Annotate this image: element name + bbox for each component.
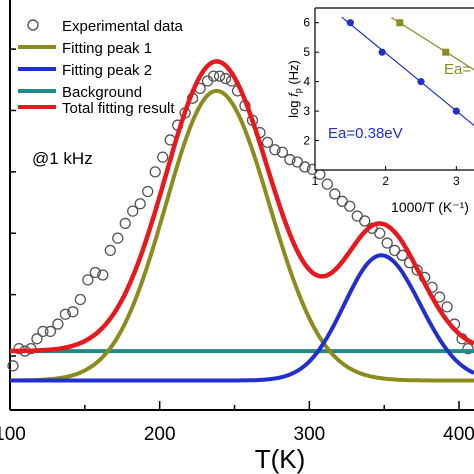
legend-marker-experimental bbox=[27, 19, 39, 31]
data-point-experimental bbox=[67, 306, 79, 318]
inset-data-point-olive bbox=[442, 48, 450, 56]
data-point-experimental bbox=[389, 244, 401, 257]
data-point-experimental bbox=[127, 205, 139, 217]
inset-y-tick-label: 4 bbox=[303, 75, 310, 89]
inset-data-point-blue bbox=[378, 48, 386, 56]
data-point-experimental bbox=[213, 70, 226, 82]
data-point-experimental bbox=[89, 266, 101, 279]
data-point-experimental bbox=[359, 215, 371, 227]
data-point-experimental bbox=[329, 188, 341, 200]
data-point-experimental bbox=[284, 153, 296, 166]
data-point-experimental bbox=[374, 227, 386, 239]
data-point-experimental bbox=[112, 232, 124, 244]
data-point-experimental bbox=[52, 318, 64, 330]
data-point-experimental bbox=[104, 244, 116, 257]
inset-x-tick-label: 1 bbox=[312, 174, 319, 188]
legend-label-total: Total fitting result bbox=[62, 100, 175, 117]
legend-label-background: Background bbox=[62, 84, 142, 101]
legend-label-peak2: Fitting peak 2 bbox=[62, 62, 152, 79]
data-point-experimental bbox=[74, 293, 86, 306]
inset-y-tick-label: 3 bbox=[303, 104, 310, 118]
data-point-experimental bbox=[269, 144, 281, 156]
inset-y-axis-label: log fp (Hz) bbox=[286, 60, 303, 118]
inset-series-label-blue: Ea=0.38eV bbox=[328, 125, 403, 142]
data-point-experimental bbox=[381, 237, 393, 249]
main-plot: 100 200 300 400 bbox=[0, 0, 474, 445]
inset-data-point-blue bbox=[417, 78, 425, 86]
annotation-frequency: @1 kHz bbox=[32, 149, 93, 168]
inset-y-tick-label: 6 bbox=[303, 16, 310, 30]
data-point-experimental bbox=[462, 342, 474, 355]
data-point-experimental bbox=[276, 146, 289, 158]
x-tick-label: 300 bbox=[294, 424, 326, 445]
data-point-experimental bbox=[37, 325, 49, 338]
data-point-experimental bbox=[261, 136, 274, 149]
data-point-experimental bbox=[7, 360, 19, 372]
legend-label-experimental: Experimental data bbox=[62, 18, 184, 35]
data-point-experimental bbox=[207, 70, 220, 82]
data-point-experimental bbox=[44, 325, 57, 338]
data-point-experimental bbox=[344, 200, 356, 212]
x-tick-label: 400 bbox=[443, 424, 474, 445]
data-point-experimental bbox=[351, 210, 363, 222]
curve-fitting-peak-1 bbox=[9, 88, 474, 383]
data-point-experimental bbox=[149, 166, 161, 178]
legend: Experimental data Fitting peak 1 Fitting… bbox=[18, 18, 184, 117]
inset-y-tick-label: 5 bbox=[303, 45, 310, 59]
inset-data-point-olive bbox=[396, 19, 404, 27]
data-point-experimental bbox=[31, 333, 43, 345]
data-point-experimental bbox=[299, 161, 311, 173]
inset-series-label-olive: Ea= bbox=[444, 61, 471, 78]
data-point-experimental bbox=[119, 217, 131, 230]
curve-total-fitting-result bbox=[9, 59, 474, 354]
data-point-experimental bbox=[59, 308, 72, 320]
legend-label-peak1: Fitting peak 1 bbox=[62, 40, 152, 57]
inset-background bbox=[315, 8, 474, 170]
data-point-experimental bbox=[82, 274, 94, 286]
data-point-experimental bbox=[336, 195, 348, 207]
data-point-experimental bbox=[396, 249, 408, 261]
data-point-experimental bbox=[142, 185, 154, 198]
inset-y-tick-label: 2 bbox=[303, 134, 310, 148]
inset-x-tick-label: 3 bbox=[453, 174, 460, 188]
inset-data-point-blue bbox=[452, 107, 460, 115]
data-point-experimental bbox=[157, 151, 169, 163]
x-tick-label: 100 bbox=[0, 424, 26, 445]
x-axis-label: T(K) bbox=[255, 444, 306, 474]
inset-data-point-blue bbox=[346, 19, 354, 27]
data-point-experimental bbox=[134, 198, 146, 210]
data-point-experimental bbox=[441, 301, 453, 313]
inset-plot: 1 2 3 2 3 4 5 6 bbox=[303, 7, 474, 188]
inset-x-tick-label: 2 bbox=[382, 174, 389, 188]
data-point-experimental bbox=[97, 269, 109, 281]
data-point-experimental bbox=[321, 178, 333, 190]
curve-fitting-peak-2 bbox=[9, 253, 474, 383]
inset-x-axis-label: 1000/T (K⁻¹) bbox=[391, 199, 469, 215]
x-tick-label: 200 bbox=[144, 424, 176, 445]
data-point-experimental bbox=[219, 72, 232, 85]
